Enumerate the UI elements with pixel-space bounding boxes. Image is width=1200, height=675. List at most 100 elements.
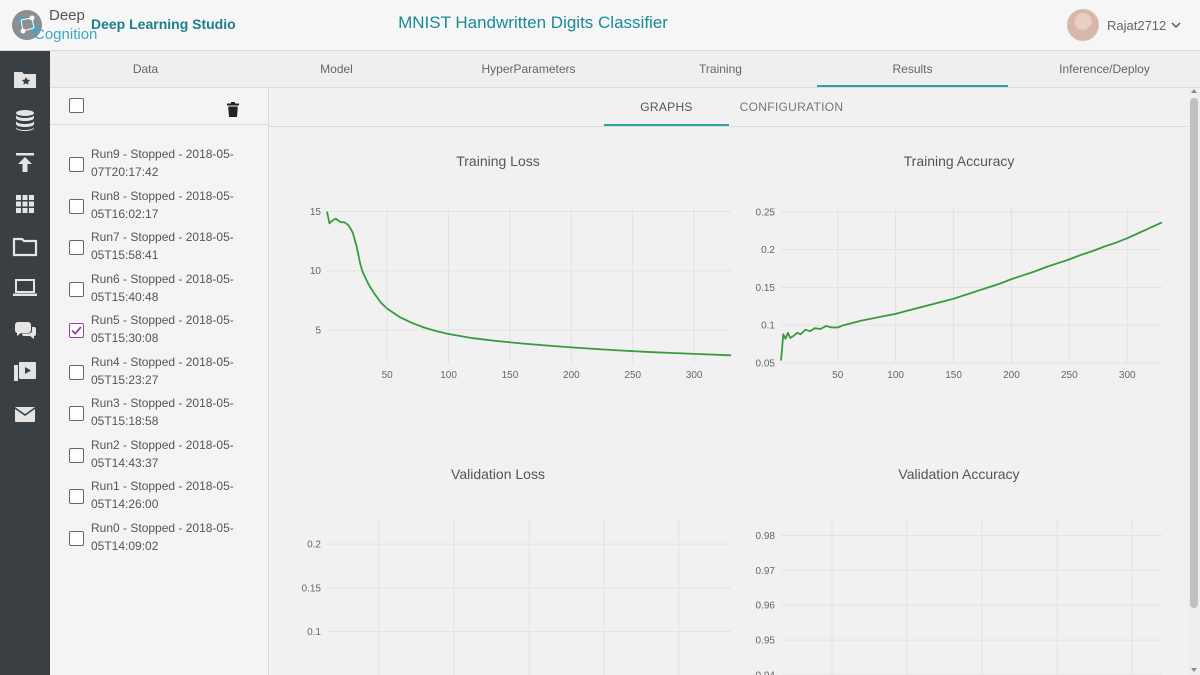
deep-cognition-logo[interactable]: Deep Cognition xyxy=(10,6,97,46)
mail-icon[interactable] xyxy=(12,401,38,427)
x-tick-label: 50 xyxy=(832,370,844,381)
upload-icon[interactable] xyxy=(12,149,38,175)
x-tick-label: 300 xyxy=(686,370,703,381)
tab-model[interactable]: Model xyxy=(320,62,353,76)
run-label[interactable]: Run0 - Stopped - 2018-05- 05T14:09:02 xyxy=(91,519,266,555)
run-label[interactable]: Run9 - Stopped - 2018-05- 07T20:17:42 xyxy=(91,145,266,181)
project-title: MNIST Handwritten Digits Classifier xyxy=(398,13,668,32)
y-tick-label: 0.1 xyxy=(761,321,775,332)
run-list-item[interactable]: Run7 - Stopped - 2018-05- 05T15:58:41 xyxy=(50,228,268,268)
trash-icon[interactable] xyxy=(227,102,239,117)
run-label-line2: 05T15:23:27 xyxy=(91,372,159,387)
run-label[interactable]: Run5 - Stopped - 2018-05- 05T15:30:08 xyxy=(91,311,266,347)
run-list-item[interactable]: Run4 - Stopped - 2018-05- 05T15:23:27 xyxy=(50,353,268,393)
run-checkbox[interactable] xyxy=(69,530,84,546)
chart-title-training-loss: Training Loss xyxy=(456,153,540,169)
top-header: Deep Cognition Deep Learning Studio MNIS… xyxy=(0,0,1200,51)
run-label[interactable]: Run2 - Stopped - 2018-05- 05T14:43:37 xyxy=(91,436,266,472)
run-list-item[interactable]: Run1 - Stopped - 2018-05- 05T14:26:00 xyxy=(50,477,268,517)
series-line[interactable] xyxy=(780,221,1163,361)
run-label-line2: 07T20:17:42 xyxy=(91,165,159,179)
run-label[interactable]: Run1 - Stopped - 2018-05- 05T14:26:00 xyxy=(91,477,266,513)
run-label-line1: Run4 - Stopped - 2018-05- xyxy=(91,354,234,369)
run-list-item[interactable]: Run8 - Stopped - 2018-05- 05T16:02:17 xyxy=(50,187,268,227)
run-checkbox[interactable] xyxy=(69,240,84,255)
user-menu[interactable]: Rajat2712 xyxy=(1067,9,1182,41)
run-label[interactable]: Run7 - Stopped - 2018-05- 05T15:58:41 xyxy=(91,228,266,264)
run-label[interactable]: Run3 - Stopped - 2018-05- 05T15:18:58 xyxy=(91,394,266,430)
run-checkbox[interactable] xyxy=(69,406,84,421)
scrollbar-thumb[interactable] xyxy=(1190,98,1198,608)
run-label-line1: Run8 - Stopped - 2018-05- xyxy=(91,188,234,203)
chart-grid xyxy=(327,518,731,675)
main-sidebar xyxy=(0,51,50,675)
tab-data[interactable]: Data xyxy=(132,62,159,76)
run-list-item[interactable]: Run3 - Stopped - 2018-05- 05T15:18:58 xyxy=(50,394,268,434)
laptop-icon[interactable] xyxy=(12,275,38,301)
chart-title-validation-loss: Validation Loss xyxy=(451,466,545,482)
y-tick-label: 0.15 xyxy=(756,283,776,294)
content-scrollbar[interactable] xyxy=(1188,88,1200,675)
tab-results[interactable]: Results xyxy=(817,51,1008,87)
results-content: GRAPHS CONFIGURATION Training Loss Train… xyxy=(269,88,1188,675)
chart-grid xyxy=(781,208,1162,364)
grid-icon[interactable] xyxy=(12,191,38,217)
run-label[interactable]: Run6 - Stopped - 2018-05- 05T15:40:48 xyxy=(91,270,266,306)
run-checkbox[interactable] xyxy=(69,447,84,463)
username[interactable]: Rajat2712 xyxy=(1107,17,1167,33)
brand-name: Deep Learning Studio xyxy=(91,16,236,32)
x-tick-label: 100 xyxy=(440,370,457,381)
validation-accuracy-chart[interactable]: 0.94 0.95 0.96 0.97 0.98 xyxy=(756,508,1177,675)
chat-icon[interactable] xyxy=(12,317,38,343)
chart-grid xyxy=(781,518,1162,675)
y-tick-label: 0.98 xyxy=(756,531,776,542)
y-tick-label: 0.05 xyxy=(756,359,776,370)
run-label-line2: 05T14:43:37 xyxy=(91,455,159,470)
chart-title-training-accuracy: Training Accuracy xyxy=(903,153,1015,169)
chevron-down-icon[interactable] xyxy=(1170,19,1182,31)
folder-icon[interactable] xyxy=(12,233,38,259)
tab-inference-deploy[interactable]: Inference/Deploy xyxy=(1059,62,1150,76)
select-all-checkbox[interactable] xyxy=(69,98,84,113)
y-tick-label: 0.2 xyxy=(307,540,321,551)
training-loss-chart[interactable]: 5 10 15 50 100 150 200 250 300 xyxy=(299,196,732,386)
run-list-item[interactable]: Run2 - Stopped - 2018-05- 05T14:43:37 xyxy=(50,436,268,476)
run-checkbox[interactable] xyxy=(69,157,84,172)
validation-loss-chart[interactable]: 0.1 0.15 0.2 xyxy=(299,508,731,675)
run-label-line1: Run0 - Stopped - 2018-05- xyxy=(91,520,234,535)
x-tick-label: 300 xyxy=(1119,370,1136,381)
training-accuracy-chart[interactable]: 0.05 0.1 0.15 0.2 0.25 50 100 150 200 250 300 xyxy=(756,196,1177,386)
run-checkbox[interactable] xyxy=(69,281,84,297)
run-list-item[interactable]: Run0 - Stopped - 2018-05- 05T14:09:02 xyxy=(50,519,268,559)
scroll-down-arrow-icon[interactable] xyxy=(1191,668,1197,672)
tab-hyperparameters[interactable]: HyperParameters xyxy=(481,62,576,76)
run-checkbox[interactable] xyxy=(69,364,84,380)
run-checkbox[interactable] xyxy=(69,489,84,504)
tab-training[interactable]: Training xyxy=(699,62,742,76)
run-list-item[interactable]: Run9 - Stopped - 2018-05- 07T20:17:42 xyxy=(50,145,268,185)
y-tick-label: 0.97 xyxy=(756,566,776,577)
avatar[interactable] xyxy=(1067,9,1099,41)
tab-graphs[interactable]: GRAPHS xyxy=(604,88,729,126)
chart-title-validation-accuracy: Validation Accuracy xyxy=(898,466,1020,482)
run-list-item[interactable]: Run5 - Stopped - 2018-05- 05T15:30:08 xyxy=(50,311,268,351)
database-icon[interactable] xyxy=(12,107,38,133)
run-label-line2: 05T15:58:41 xyxy=(91,248,159,262)
run-label[interactable]: Run8 - Stopped - 2018-05- 05T16:02:17 xyxy=(91,187,266,223)
run-label-line2: 05T15:30:08 xyxy=(91,331,159,345)
runs-panel: Run9 - Stopped - 2018-05- 07T20:17:42 Run8… xyxy=(50,88,269,675)
star-folder-icon[interactable] xyxy=(12,66,38,92)
run-label-line1: Run1 - Stopped - 2018-05- xyxy=(91,479,234,493)
runs-panel-header xyxy=(50,88,268,125)
run-checkbox[interactable] xyxy=(69,323,84,338)
tab-configuration[interactable]: CONFIGURATION xyxy=(739,100,844,114)
run-label-line1: Run3 - Stopped - 2018-05- xyxy=(91,396,234,410)
run-label[interactable]: Run4 - Stopped - 2018-05- 05T15:23:27 xyxy=(91,353,266,389)
video-icon[interactable] xyxy=(12,359,38,385)
x-tick-label: 250 xyxy=(624,370,641,381)
scroll-up-arrow-icon[interactable] xyxy=(1191,89,1197,93)
series-line[interactable] xyxy=(326,211,732,357)
run-checkbox[interactable] xyxy=(69,198,84,214)
run-list-item[interactable]: Run6 - Stopped - 2018-05- 05T15:40:48 xyxy=(50,270,268,310)
y-tick-label: 0.15 xyxy=(302,583,322,594)
